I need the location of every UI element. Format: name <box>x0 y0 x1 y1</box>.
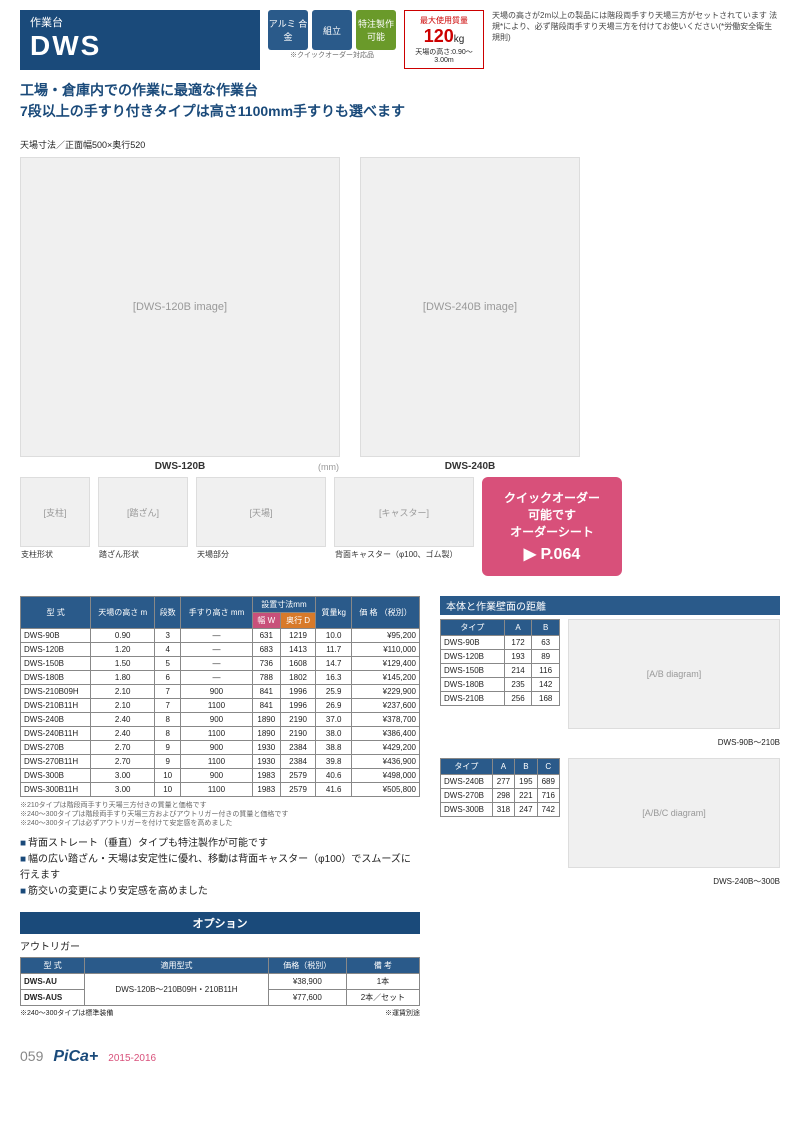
badge-alloy: アルミ 合金 <box>268 10 308 50</box>
title-block: 作業台 DWS <box>20 10 260 70</box>
weight-label: 最大使用質量 <box>409 15 479 26</box>
product-images: [DWS-120B image] DWS-120B (mm) [DWS-240B… <box>20 157 780 457</box>
detail-strut: [支柱]支柱形状 <box>20 477 90 547</box>
option-header: オプション <box>20 912 420 934</box>
footer: 059 PiCa+ 2015-2016 <box>20 1048 780 1066</box>
distance-table-2: タイプABC DWS-240B277195689DWS-270B29822171… <box>440 758 560 817</box>
detail-caster: [キャスター]背面キャスター（φ100、ゴム製） <box>334 477 474 547</box>
badge-assembly: 組立 <box>312 10 352 50</box>
page-number: 059 <box>20 1048 43 1064</box>
detail-step: [踏ざん]踏ざん形状 <box>98 477 188 547</box>
badge-sub: ※クイックオーダー対応品 <box>268 50 396 60</box>
left-column: 型 式 天場の高さ m 段数 手すり高さ mm 設置寸法mm 質量kg 価 格 … <box>20 596 420 1018</box>
badges: アルミ 合金 組立 特注製作 可能 <box>268 10 396 50</box>
detail-platform: [天場]天場部分 <box>196 477 326 547</box>
distance-table-1: タイプAB DWS-90B17263DWS-120B19389DWS-150B2… <box>440 619 560 706</box>
option-table: 型 式適用型式価格（税別）備 考 DWS-AUDWS-120B〜210B09H・… <box>20 957 420 1006</box>
weight-box: 最大使用質量 120kg 天場の高さ:0.90〜3.00m <box>404 10 484 69</box>
dimension-note: 天場寸法／正面幅500×奥行520 <box>20 138 780 151</box>
distance-diagram-2: [A/B/C diagram] <box>568 758 780 868</box>
product-image-2: [DWS-240B image] DWS-240B <box>360 157 580 457</box>
distance-title: 本体と作業壁面の距離 <box>440 596 780 615</box>
header-row: 作業台 DWS アルミ 合金 組立 特注製作 可能 ※クイックオーダー対応品 最… <box>20 10 780 70</box>
header-note: 天場の高さが2m以上の製品には階段両手すり天場三方がセットされています 法規*に… <box>492 10 780 44</box>
brand-logo: PiCa+ <box>53 1048 98 1066</box>
quick-order-badge: クイックオーダー 可能です オーダーシート ▶ P.064 <box>482 477 622 576</box>
weight-sub: 天場の高さ:0.90〜3.00m <box>409 47 479 64</box>
badge-custom: 特注製作 可能 <box>356 10 396 50</box>
detail-images: [支柱]支柱形状 [踏ざん]踏ざん形状 [天場]天場部分 [キャスター]背面キャ… <box>20 477 780 576</box>
category-label: 作業台 <box>30 14 250 30</box>
spec-table: 型 式 天場の高さ m 段数 手すり高さ mm 設置寸法mm 質量kg 価 格 … <box>20 596 420 797</box>
catalog-year: 2015-2016 <box>108 1053 156 1064</box>
spec-notes: ※210タイプは階段両手すり天場三方付きの質量と価格です ※240〜300タイプ… <box>20 801 420 828</box>
right-column: 本体と作業壁面の距離 タイプAB DWS-90B17263DWS-120B193… <box>440 596 780 1018</box>
option-sub: アウトリガー <box>20 938 420 953</box>
weight-value: 120 <box>424 26 454 46</box>
distance-diagram-1: [A/B diagram] <box>568 619 780 729</box>
product-image-1: [DWS-120B image] DWS-120B (mm) <box>20 157 340 457</box>
description: 工場・倉庫内での作業に最適な作業台 7段以上の手すり付きタイプは高さ1100mm… <box>20 80 780 122</box>
product-title: DWS <box>30 30 250 62</box>
feature-bullets: 背面ストレート（垂直）タイプも特注製作が可能です幅の広い踏ざん・天場は安定性に優… <box>20 836 420 900</box>
